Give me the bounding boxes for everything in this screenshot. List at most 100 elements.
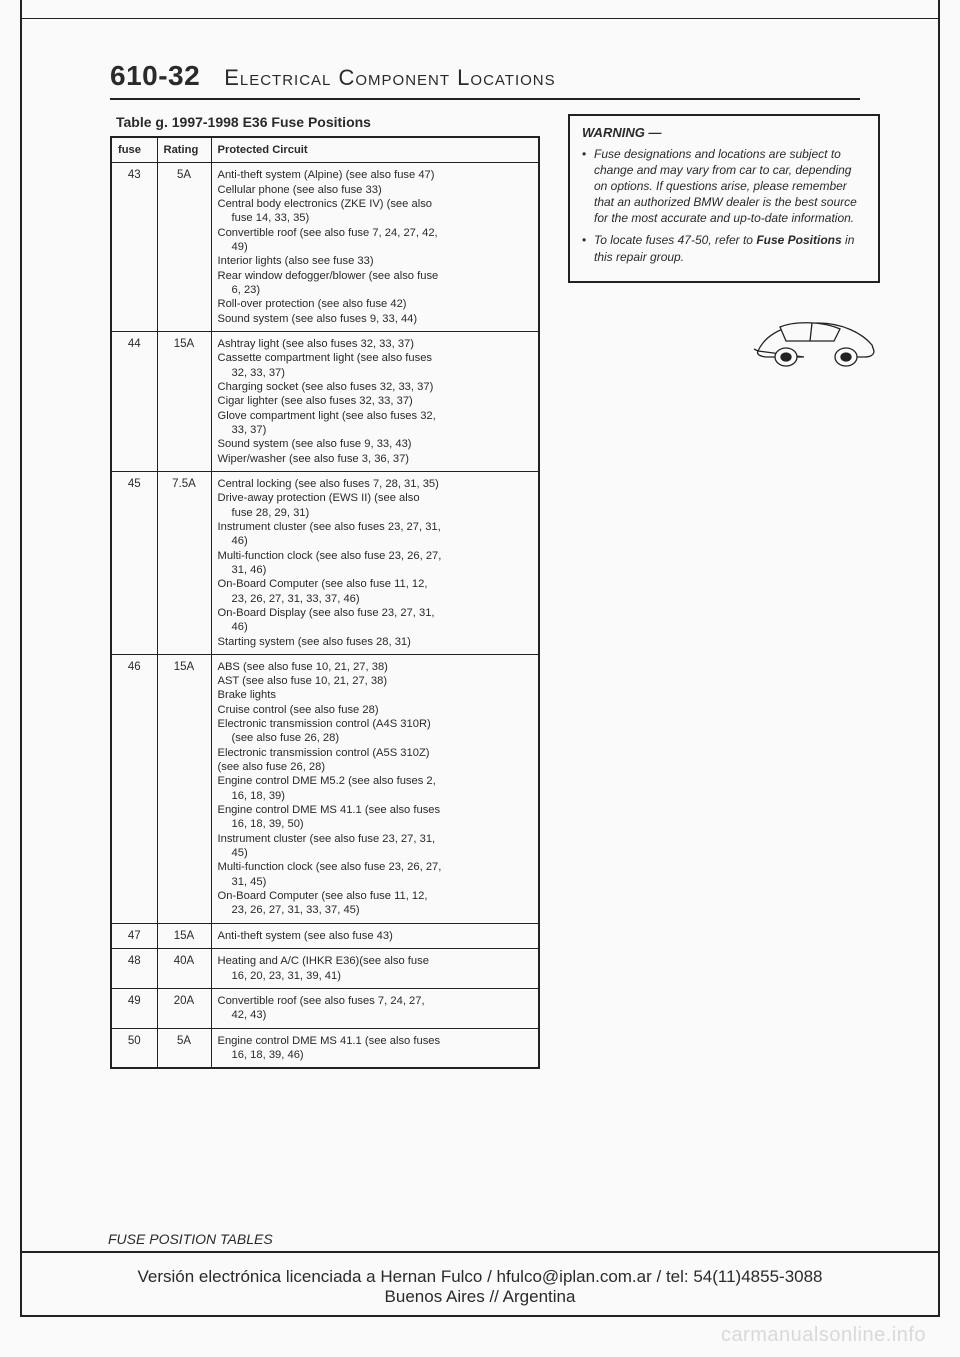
circuit-line: Convertible roof (see also fuses 7, 24, … (218, 994, 533, 1008)
cell-rating: 15A (157, 331, 211, 471)
circuit-line: 45) (218, 846, 533, 860)
table-row: 4715A Anti-theft system (see also fuse 43… (111, 923, 539, 949)
circuit-line: Starting system (see also fuses 28, 31) (218, 635, 533, 649)
circuit-line: 46) (218, 534, 533, 548)
license-line-1: Versión electrónica licenciada a Hernan … (60, 1267, 900, 1287)
car-illustration (750, 311, 880, 371)
cell-fuse: 50 (111, 1028, 157, 1068)
cell-rating: 15A (157, 654, 211, 923)
circuit-line: Engine control DME MS 41.1 (see also fus… (218, 803, 533, 817)
circuit-line: fuse 14, 33, 35) (218, 211, 533, 225)
cell-rating: 5A (157, 1028, 211, 1068)
cell-circuit: Ashtray light (see also fuses 32, 33, 37… (211, 331, 539, 471)
cell-rating: 20A (157, 989, 211, 1029)
circuit-line: Sound system (see also fuses 9, 33, 44) (218, 312, 533, 326)
circuit-line: 16, 18, 39, 50) (218, 817, 533, 831)
table-body: 435AAnti-theft system (Alpine) (see also… (111, 163, 539, 1069)
table-row: 4920A Convertible roof (see also fuses 7,… (111, 989, 539, 1029)
cell-circuit: Heating and A/C (IHKR E36)(see also fuse… (211, 949, 539, 989)
warning-title: WARNING — (582, 124, 866, 142)
circuit-line: Cruise control (see also fuse 28) (218, 703, 533, 717)
circuit-line: AST (see also fuse 10, 21, 27, 38) (218, 674, 533, 688)
circuit-line: 6, 23) (218, 283, 533, 297)
circuit-line: (see also fuse 26, 28) (218, 731, 533, 745)
circuit-line: Charging socket (see also fuses 32, 33, … (218, 380, 533, 394)
watermark: carmanualsonline.info (721, 1324, 926, 1347)
header-rule (110, 98, 860, 100)
cell-fuse: 45 (111, 471, 157, 654)
circuit-line: On-Board Computer (see also fuse 11, 12, (218, 889, 533, 903)
circuit-line: Electronic transmission control (A4S 310… (218, 717, 533, 731)
cell-circuit: Engine control DME MS 41.1 (see also fus… (211, 1028, 539, 1068)
warning-item: To locate fuses 47-50, refer to Fuse Pos… (582, 232, 866, 264)
circuit-line: Ashtray light (see also fuses 32, 33, 37… (218, 337, 533, 351)
page: 610-32 Electrical Component Locations Ta… (0, 0, 960, 1357)
license-line-2: Buenos Aires // Argentina (60, 1287, 900, 1307)
warning-box: WARNING — Fuse designations and location… (568, 114, 880, 283)
circuit-line: Heating and A/C (IHKR E36)(see also fuse (218, 954, 533, 968)
cell-fuse: 47 (111, 923, 157, 949)
footer-label: FUSE POSITION TABLES (108, 1231, 273, 1247)
circuit-line: Interior lights (also see fuse 33) (218, 254, 533, 268)
circuit-line: Sound system (see also fuse 9, 33, 43) (218, 437, 533, 451)
circuit-line: Anti-theft system (see also fuse 43) (218, 929, 533, 943)
table-caption: Table g. 1997-1998 E36 Fuse Positions (116, 114, 540, 130)
circuit-line: Central body electronics (ZKE IV) (see a… (218, 197, 533, 211)
cell-circuit: Convertible roof (see also fuses 7, 24, … (211, 989, 539, 1029)
cell-rating: 5A (157, 163, 211, 332)
col-rating: Rating (157, 137, 211, 163)
circuit-line: Glove compartment light (see also fuses … (218, 409, 533, 423)
circuit-line: Cigar lighter (see also fuses 32, 33, 37… (218, 394, 533, 408)
circuit-line: 16, 18, 39) (218, 789, 533, 803)
table-row: 4840AHeating and A/C (IHKR E36)(see also… (111, 949, 539, 989)
license-block: Versión electrónica licenciada a Hernan … (20, 1251, 940, 1317)
page-title: Electrical Component Locations (224, 65, 555, 91)
circuit-line: 23, 26, 27, 31, 33, 37, 46) (218, 592, 533, 606)
circuit-line: Cassette compartment light (see also fus… (218, 351, 533, 365)
col-fuse: fuse (111, 137, 157, 163)
circuit-line: Instrument cluster (see also fuse 23, 27… (218, 832, 533, 846)
cell-fuse: 48 (111, 949, 157, 989)
circuit-line: 49) (218, 240, 533, 254)
circuit-line: ABS (see also fuse 10, 21, 27, 38) (218, 660, 533, 674)
fuse-table: fuse Rating Protected Circuit 435AAnti-t… (110, 136, 540, 1069)
circuit-line: Roll-over protection (see also fuse 42) (218, 297, 533, 311)
circuit-line: 16, 18, 39, 46) (218, 1048, 533, 1062)
circuit-line: 23, 26, 27, 31, 33, 37, 45) (218, 903, 533, 917)
circuit-line: 31, 45) (218, 875, 533, 889)
circuit-line: 33, 37) (218, 423, 533, 437)
page-number: 610-32 (110, 60, 200, 92)
circuit-line: On-Board Computer (see also fuse 11, 12, (218, 577, 533, 591)
cell-circuit: Anti-theft system (Alpine) (see also fus… (211, 163, 539, 332)
cell-rating: 15A (157, 923, 211, 949)
circuit-line: Multi-function clock (see also fuse 23, … (218, 860, 533, 874)
warning-item: Fuse designations and locations are subj… (582, 146, 866, 227)
circuit-line: Drive-away protection (EWS II) (see also (218, 491, 533, 505)
cell-circuit: ABS (see also fuse 10, 21, 27, 38)AST (s… (211, 654, 539, 923)
circuit-line: Wiper/washer (see also fuse 3, 36, 37) (218, 452, 533, 466)
cell-fuse: 46 (111, 654, 157, 923)
cell-fuse: 44 (111, 331, 157, 471)
cell-fuse: 43 (111, 163, 157, 332)
table-row: 457.5ACentral locking (see also fuses 7,… (111, 471, 539, 654)
circuit-line: (see also fuse 26, 28) (218, 760, 533, 774)
circuit-line: 42, 43) (218, 1008, 533, 1022)
top-thin-rule (20, 18, 940, 19)
circuit-line: Rear window defogger/blower (see also fu… (218, 269, 533, 283)
table-row: 4415A Ashtray light (see also fuses 32, 3… (111, 331, 539, 471)
circuit-line: Engine control DME MS 41.1 (see also fus… (218, 1034, 533, 1048)
circuit-line: Brake lights (218, 688, 533, 702)
table-header-row: fuse Rating Protected Circuit (111, 137, 539, 163)
cell-fuse: 49 (111, 989, 157, 1029)
cell-rating: 7.5A (157, 471, 211, 654)
left-column: Table g. 1997-1998 E36 Fuse Positions fu… (110, 114, 540, 1069)
circuit-line: Convertible roof (see also fuse 7, 24, 2… (218, 226, 533, 240)
circuit-line: Cellular phone (see also fuse 33) (218, 183, 533, 197)
circuit-line: Anti-theft system (Alpine) (see also fus… (218, 168, 533, 182)
circuit-line: Electronic transmission control (A5S 310… (218, 746, 533, 760)
circuit-line: Instrument cluster (see also fuses 23, 2… (218, 520, 533, 534)
circuit-line: 46) (218, 620, 533, 634)
col-circuit: Protected Circuit (211, 137, 539, 163)
content-columns: Table g. 1997-1998 E36 Fuse Positions fu… (30, 114, 930, 1069)
circuit-line: Multi-function clock (see also fuse 23, … (218, 549, 533, 563)
